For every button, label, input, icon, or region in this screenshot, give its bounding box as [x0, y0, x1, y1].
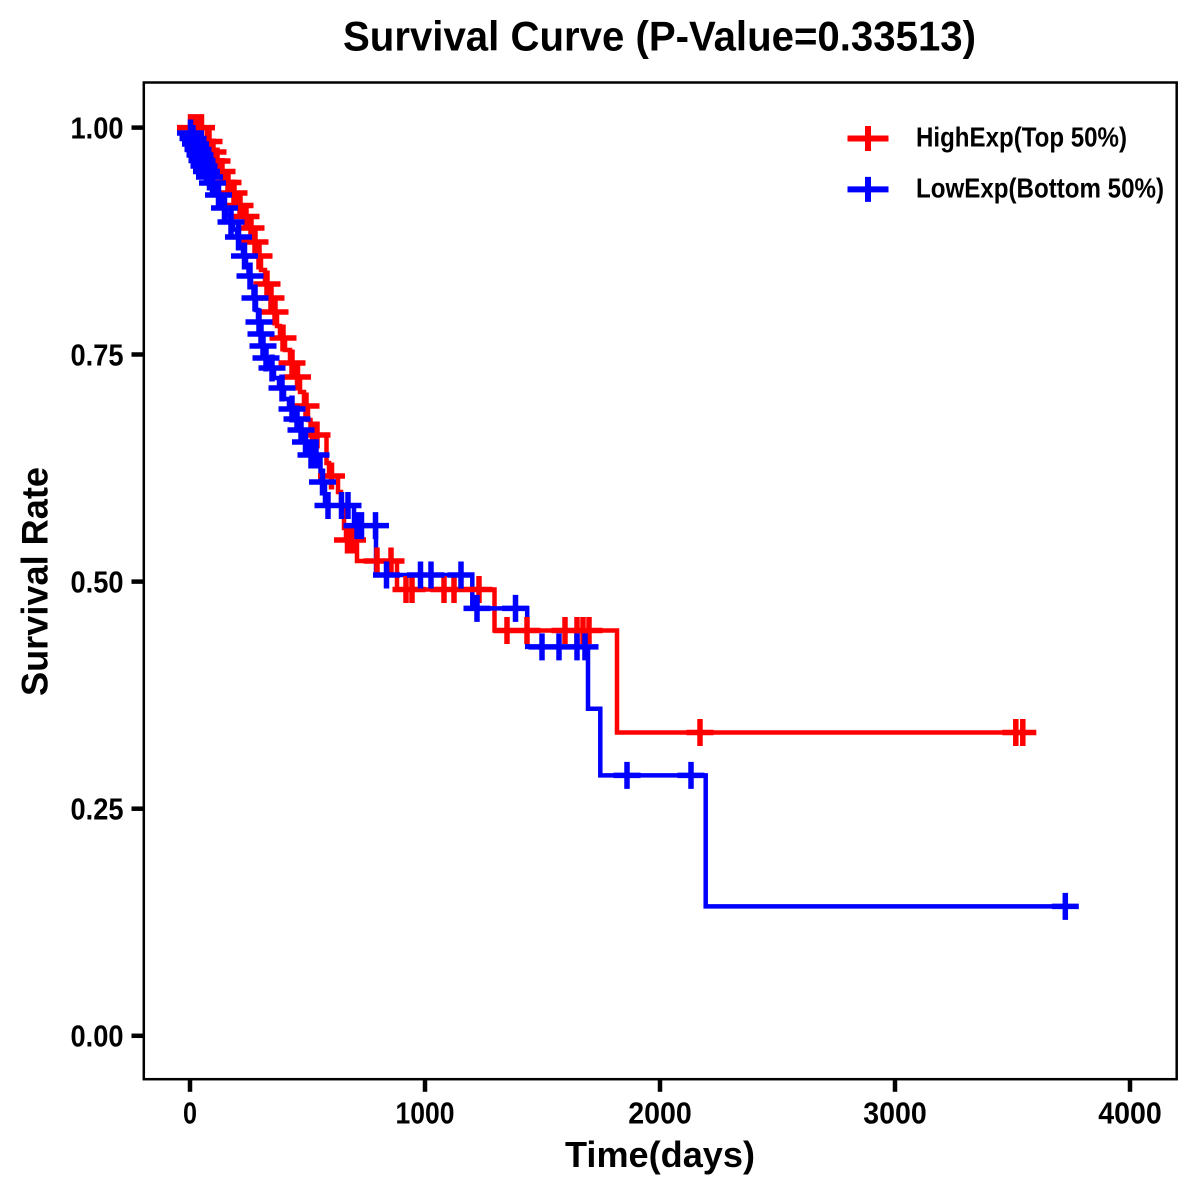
svg-text:0.25: 0.25 — [71, 793, 124, 827]
svg-text:HighExp(Top 50%): HighExp(Top 50%) — [916, 121, 1127, 152]
svg-text:0.75: 0.75 — [71, 338, 124, 372]
svg-text:1.00: 1.00 — [71, 112, 124, 146]
svg-text:1000: 1000 — [396, 1096, 455, 1131]
svg-text:0.50: 0.50 — [71, 566, 124, 600]
svg-text:3000: 3000 — [863, 1096, 927, 1131]
svg-text:0.00: 0.00 — [71, 1020, 124, 1054]
svg-text:Survival Curve (P-Value=0.3351: Survival Curve (P-Value=0.33513) — [343, 13, 976, 60]
svg-text:4000: 4000 — [1098, 1096, 1162, 1131]
svg-text:LowExp(Bottom 50%): LowExp(Bottom 50%) — [916, 172, 1164, 203]
svg-text:2000: 2000 — [628, 1096, 692, 1131]
svg-text:Survival Rate: Survival Rate — [15, 467, 56, 696]
svg-text:Time(days): Time(days) — [565, 1134, 755, 1175]
svg-text:0: 0 — [183, 1096, 197, 1131]
